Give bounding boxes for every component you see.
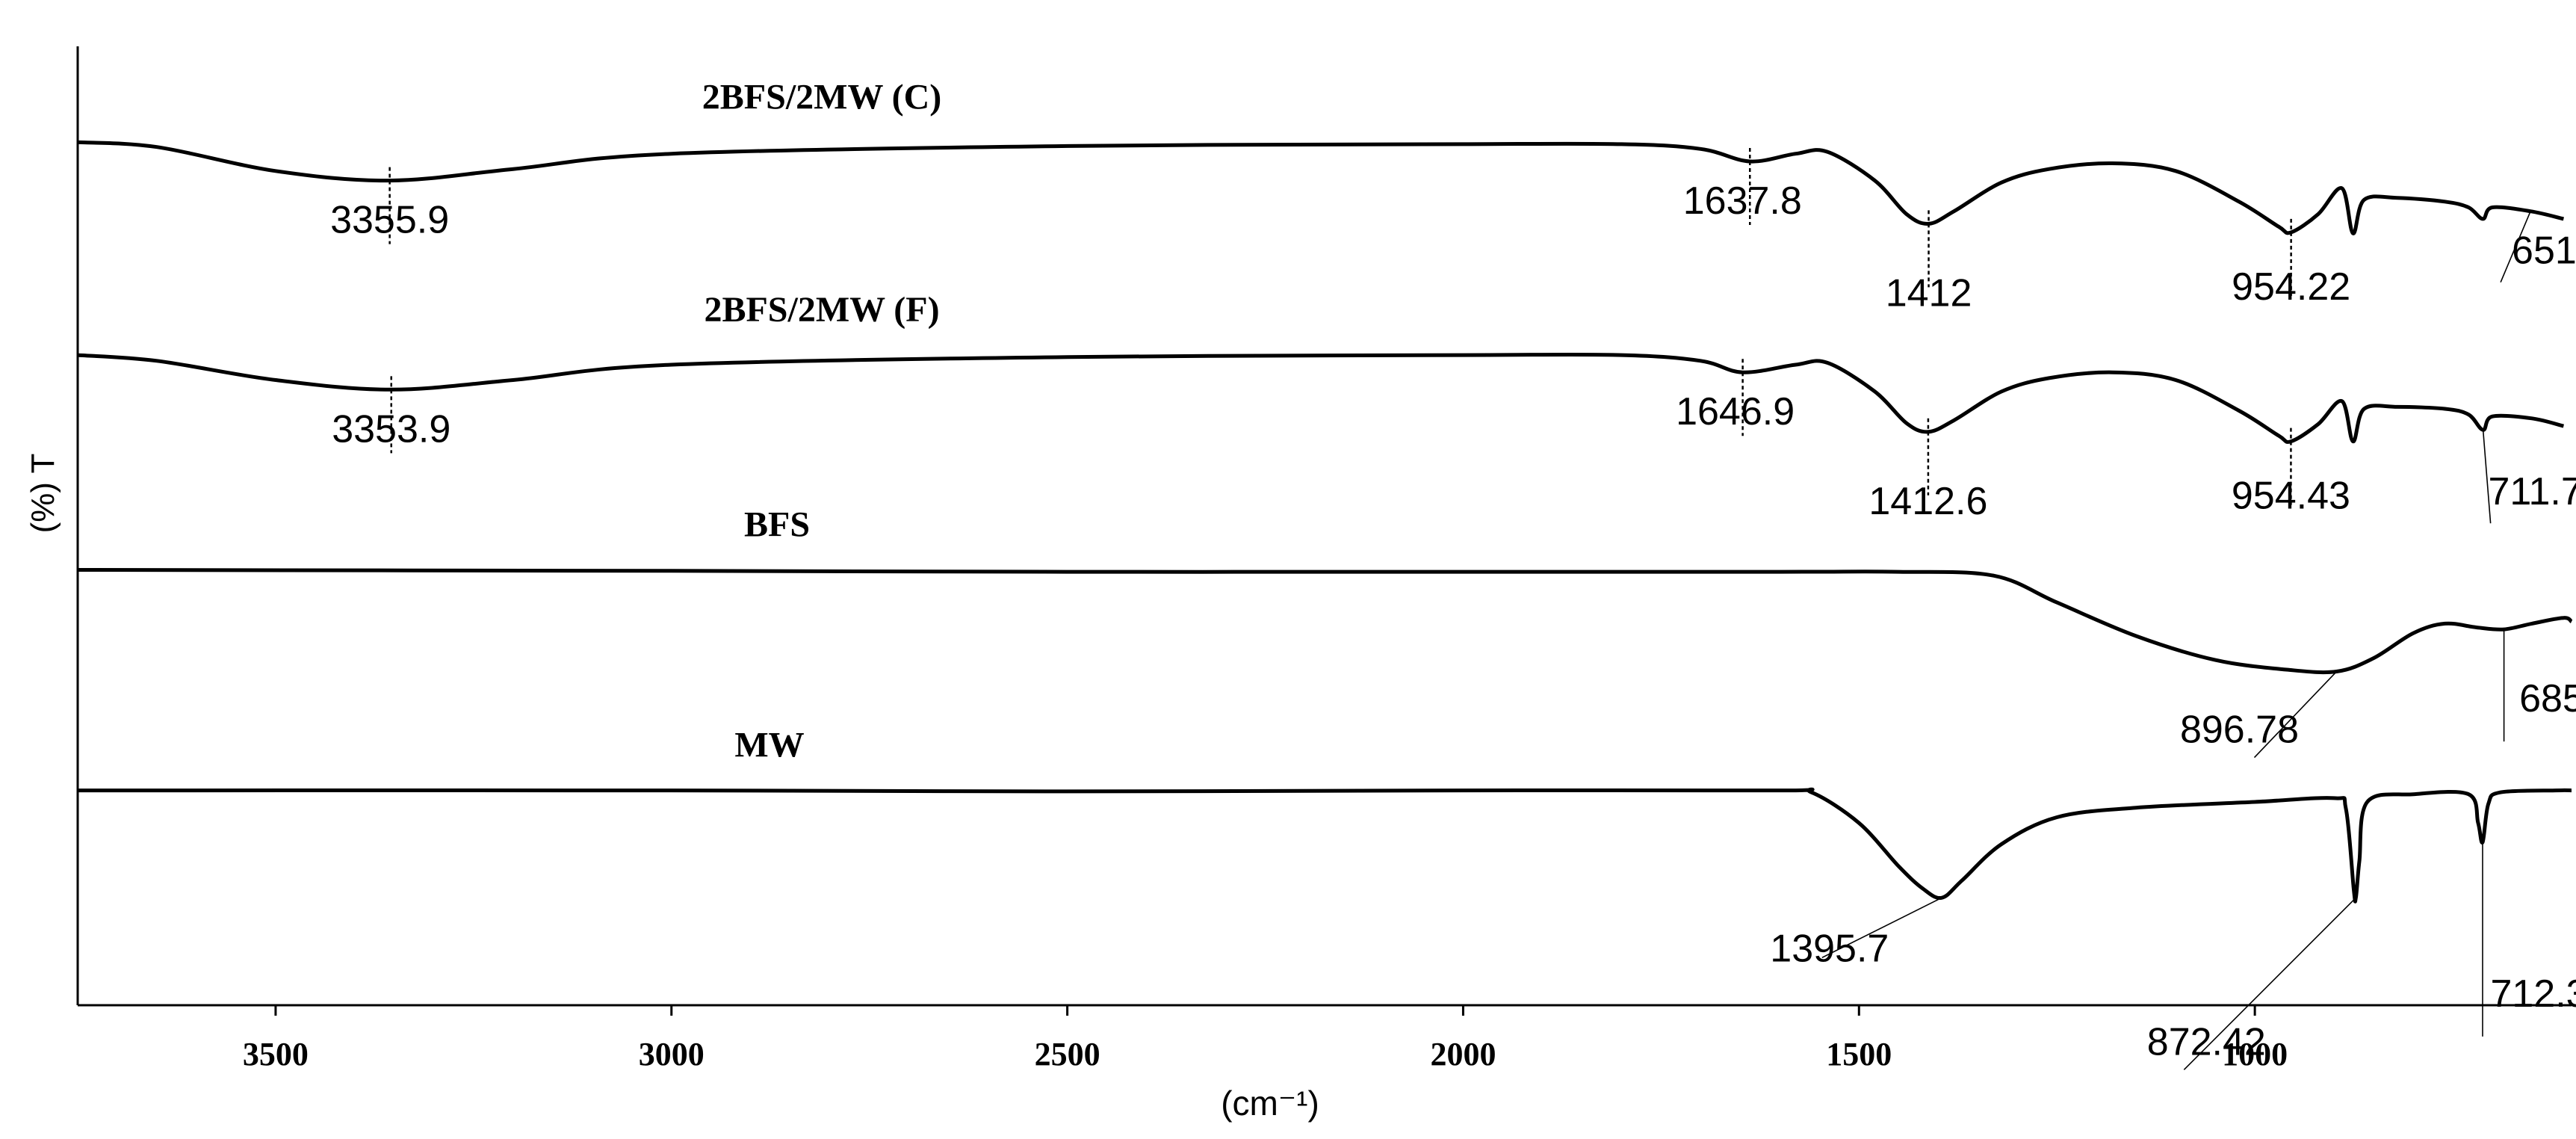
series-3: MW 1395.7 872.42 712.32 (77, 726, 2576, 1070)
peak-label: 685.31 (2519, 677, 2576, 720)
peak-label: 896.78 (2180, 709, 2299, 752)
series-name: 2BFS/2MW (C) (702, 77, 941, 117)
peak-label: 1395.7 (1770, 927, 1889, 970)
peak-label: 651.8 (2512, 229, 2576, 273)
x-tick-label: 2500 (1035, 1036, 1100, 1072)
spectrum-line (77, 140, 2564, 235)
x-tick-label: 2000 (1430, 1036, 1496, 1072)
spectrum-line (77, 787, 2572, 904)
peak-label: 1646.9 (1676, 390, 1795, 433)
peak-label: 954.43 (2232, 475, 2350, 518)
x-axis-label: (cm⁻¹) (1221, 1084, 1319, 1123)
series-name: 2BFS/2MW (F) (704, 290, 939, 330)
spectrum-line (77, 568, 2573, 675)
series-1: 2BFS/2MW (F) 3353.9 1646.9 1412.6 954.43 711.… (77, 290, 2576, 524)
series-name: MW (734, 726, 804, 765)
peak-label: 872.42 (2147, 1020, 2266, 1064)
series-name: BFS (744, 505, 810, 545)
peak-label: 3353.9 (332, 407, 451, 451)
x-tick-label: 1500 (1826, 1036, 1892, 1072)
spectra: 2BFS/2MW (C)3355.91637.81412954.22651.82… (77, 77, 2576, 1070)
x-tick-label: 1000 (2222, 1036, 2288, 1072)
peak-label: 3355.9 (330, 199, 449, 242)
peak-label: 711.7 (2488, 470, 2576, 513)
peak-leader (1821, 897, 1942, 959)
axes (76, 46, 2572, 1007)
peak-label: 1637.8 (1683, 179, 1802, 223)
peak-label: 1412.6 (1868, 480, 1987, 523)
x-tick-label: 3500 (243, 1036, 309, 1072)
peak-label: 712.32 (2490, 972, 2576, 1016)
spectrum-line (77, 352, 2565, 444)
peak-leader (2500, 211, 2531, 283)
y-axis-label: (%) T (25, 454, 61, 534)
x-ticks: 3500 3000 2500 2000 1500 1000 (243, 1005, 2288, 1072)
series-2: BFS 896.78 685.31 (77, 505, 2576, 759)
peak-label: 1412 (1886, 271, 1972, 315)
peak-leader (2482, 430, 2492, 524)
x-tick-label: 3000 (639, 1036, 705, 1072)
series-0: 2BFS/2MW (C) 3355.9 1637.8 1412 954.22 651.8 (77, 77, 2576, 315)
peak-label: 954.22 (2232, 265, 2350, 309)
peak-leader (2183, 897, 2356, 1070)
peak-leader (2253, 670, 2338, 759)
